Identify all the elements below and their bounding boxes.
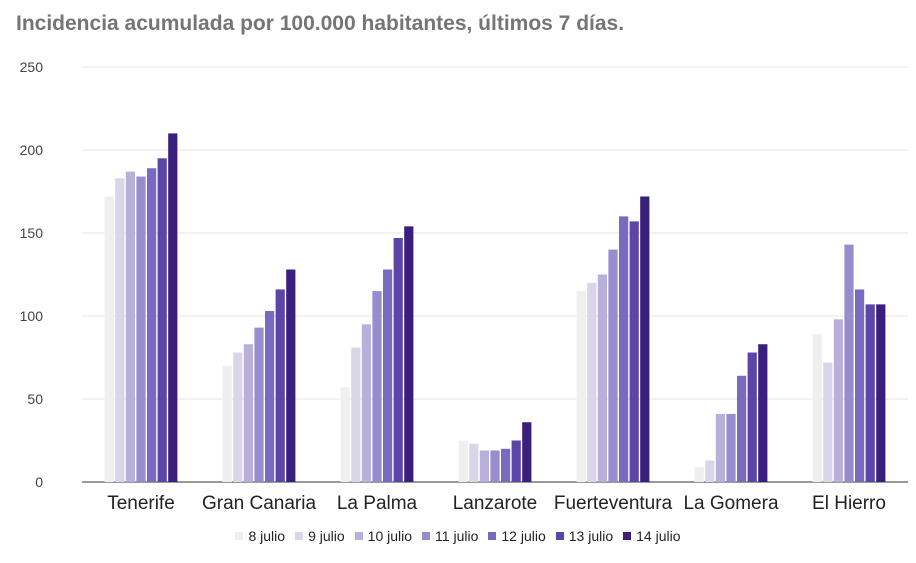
legend-item: 10 julio <box>354 528 413 544</box>
legend-item: 12 julio <box>488 528 546 544</box>
bar <box>823 362 833 482</box>
legend-item: 13 julio <box>555 528 614 544</box>
y-tick-label: 50 <box>27 391 43 407</box>
bar <box>511 440 521 482</box>
legend-label: 13 julio <box>568 528 614 544</box>
bar <box>125 171 135 482</box>
y-tick-label: 250 <box>20 59 44 75</box>
bar <box>855 289 865 482</box>
bar <box>876 304 886 482</box>
y-tick-label: 0 <box>35 474 43 490</box>
bar <box>758 344 768 482</box>
legend-item: 11 julio <box>422 528 478 544</box>
bar <box>104 196 114 483</box>
bar <box>404 226 414 482</box>
legend-label: 12 julio <box>501 528 546 544</box>
bar <box>168 133 178 482</box>
legend-label: 14 julio <box>636 528 681 544</box>
bar <box>157 158 167 483</box>
x-tick-label: Tenerife <box>107 493 175 514</box>
bar <box>393 237 403 482</box>
legend-swatch <box>488 532 497 540</box>
legend-label: 9 julio <box>308 528 345 544</box>
legend-swatch <box>623 532 632 540</box>
legend-label: 8 julio <box>248 528 286 544</box>
chart-title: Incidencia acumulada por 100.000 habitan… <box>16 12 625 35</box>
bar-chart: 0 50 100 150 200 250 Tenerife Gran Canaria La Pa… <box>20 59 908 514</box>
bar <box>351 347 361 482</box>
legend-item: 8 julio <box>235 528 285 544</box>
bar <box>383 269 393 482</box>
legend-swatch <box>422 532 431 540</box>
bar <box>233 352 243 482</box>
legend-item: 14 julio <box>623 528 681 544</box>
bar <box>286 269 296 482</box>
bar <box>640 196 650 483</box>
bar <box>372 291 382 482</box>
bar <box>361 324 371 482</box>
x-tick-label: Fuerteventura <box>554 493 673 514</box>
bar <box>479 450 489 482</box>
bar <box>705 460 715 482</box>
legend-swatch <box>295 532 304 540</box>
bar <box>222 365 232 482</box>
bar <box>844 244 854 482</box>
y-tick-label: 150 <box>20 225 44 241</box>
bar <box>694 467 704 482</box>
bar <box>115 178 125 482</box>
bar <box>469 443 479 482</box>
bar <box>490 450 500 482</box>
x-tick-label: El Hierro <box>812 493 886 514</box>
bar <box>865 304 875 482</box>
legend-swatch <box>555 532 564 540</box>
legend-swatch <box>354 532 363 540</box>
bar <box>619 216 629 482</box>
bar <box>812 334 822 482</box>
bar <box>715 413 725 482</box>
bar <box>254 327 264 482</box>
bar <box>243 344 253 482</box>
legend-item: 9 julio <box>295 528 345 544</box>
bar <box>275 289 285 482</box>
bar <box>629 221 639 482</box>
x-tick-label: La Gomera <box>683 493 778 514</box>
bar <box>747 352 757 482</box>
x-tick-label: Lanzarote <box>453 493 538 514</box>
bar <box>608 249 618 482</box>
bar <box>522 422 532 482</box>
bar <box>726 413 736 482</box>
chart-legend: 8 julio 9 julio 10 julio 11 julio 12 julio 13… <box>0 528 916 544</box>
bar <box>458 440 468 482</box>
bar <box>576 291 586 482</box>
bar <box>136 176 146 482</box>
x-tick-label: La Palma <box>337 493 418 514</box>
y-tick-label: 200 <box>20 142 44 158</box>
bar <box>265 311 275 482</box>
y-tick-label: 100 <box>20 308 44 324</box>
bar <box>501 448 511 482</box>
bar <box>737 375 747 482</box>
legend-label: 10 julio <box>367 528 413 544</box>
x-tick-label: Gran Canaria <box>202 493 316 514</box>
legend-label: 11 julio <box>435 528 479 544</box>
legend-swatch <box>235 532 244 540</box>
bar <box>587 282 597 482</box>
bar <box>597 274 607 482</box>
bar <box>147 168 157 482</box>
bar <box>833 319 843 482</box>
bar <box>340 387 350 482</box>
